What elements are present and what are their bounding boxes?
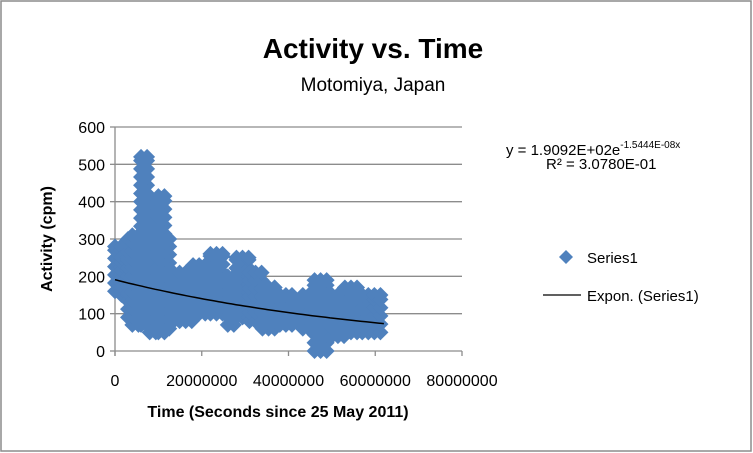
data-point xyxy=(139,160,156,177)
data-point xyxy=(318,343,335,359)
data-point xyxy=(283,287,300,303)
data-point xyxy=(156,201,173,218)
x-tick-label: 20000000 xyxy=(166,373,237,390)
r-squared-label: R² = 3.0780E-01 xyxy=(546,156,657,173)
data-point xyxy=(372,307,389,324)
legend-trendline: Expon. (Series1) xyxy=(587,288,699,305)
data-point xyxy=(139,148,156,165)
data-point xyxy=(372,324,389,341)
data-point xyxy=(156,188,173,205)
series1-points xyxy=(107,148,389,359)
trendline-equation: y = 1.9092E+02e-1.5444E-08x xyxy=(506,140,680,159)
data-point xyxy=(240,249,257,266)
y-tick-label: 600 xyxy=(78,120,105,137)
legend-diamond-icon xyxy=(559,250,573,264)
data-point xyxy=(139,169,156,186)
data-point xyxy=(139,177,156,194)
x-tick-label: 40000000 xyxy=(253,373,324,390)
y-tick-label: 300 xyxy=(78,232,105,249)
data-point xyxy=(214,256,231,273)
y-tick-label: 0 xyxy=(96,344,105,361)
x-tick-label: 60000000 xyxy=(340,373,411,390)
y-tick-label: 100 xyxy=(78,307,105,324)
data-point xyxy=(214,245,231,262)
x-tick-label: 80000000 xyxy=(426,373,497,390)
y-tick-label: 500 xyxy=(78,157,105,174)
legend: Series1 Expon. (Series1) xyxy=(543,250,699,305)
y-tick-label: 200 xyxy=(78,269,105,286)
y-tick-label: 400 xyxy=(78,195,105,212)
chart-title: Activity vs. Time xyxy=(263,33,483,64)
data-point xyxy=(161,231,178,247)
data-point xyxy=(372,287,389,303)
equation-exponent: -1.5444E-08x xyxy=(620,140,680,151)
data-point xyxy=(372,316,389,333)
y-axis-label: Activity (cpm) xyxy=(39,186,56,292)
data-point xyxy=(253,264,270,281)
chart-subtitle: Motomiya, Japan xyxy=(301,75,446,96)
data-point xyxy=(156,217,173,234)
exponential-trendline xyxy=(114,278,384,325)
data-point xyxy=(156,209,173,226)
x-tick-label: 0 xyxy=(111,373,120,390)
legend-series1: Series1 xyxy=(587,250,638,267)
tick-labels: 0 100 200 300 400 500 600 0 20000000 40000000 6000… xyxy=(78,120,497,390)
x-axis-label: Time (Seconds since 25 May 2011) xyxy=(147,404,408,421)
equation-prefix: y = 1.9092E+02e xyxy=(506,142,620,159)
data-point xyxy=(318,272,335,289)
data-point xyxy=(161,246,178,263)
data-point xyxy=(372,299,389,316)
